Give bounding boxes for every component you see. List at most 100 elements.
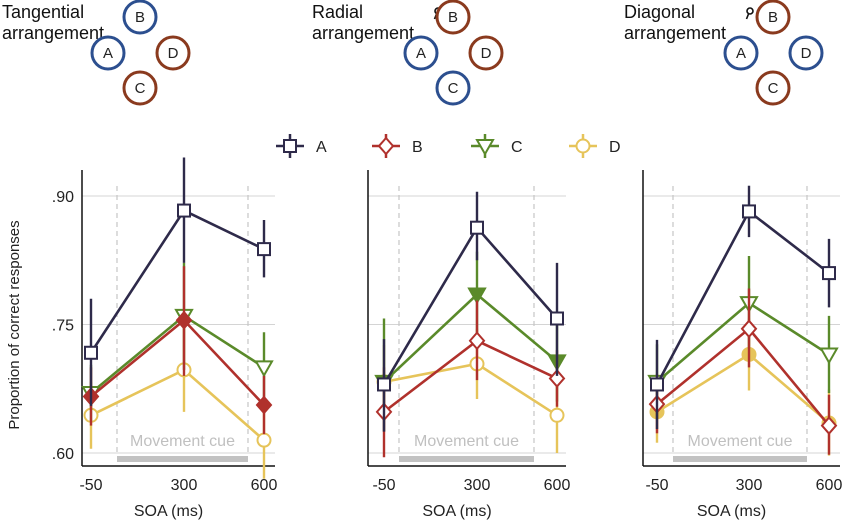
location-label-c: C — [135, 80, 146, 97]
panel-title-line2: arrangement — [312, 23, 414, 43]
series-line-c — [90, 314, 265, 395]
legend-label-c: C — [511, 139, 523, 156]
series-a — [84, 157, 271, 406]
x-axis-label: SOA (ms) — [134, 503, 203, 520]
x-tick-label: 300 — [464, 477, 491, 494]
location-label-a: A — [736, 45, 746, 62]
data-point-b — [175, 310, 193, 330]
location-label-b: B — [135, 9, 145, 26]
location-circle-c — [755, 70, 791, 106]
movement-cue-label: Movement cue — [130, 433, 235, 450]
series-c — [647, 255, 839, 419]
x-tick-label: 600 — [544, 477, 571, 494]
data-point-c — [819, 347, 839, 365]
location-label-a: A — [416, 45, 426, 62]
x-axis-label: SOA (ms) — [422, 503, 491, 520]
series-line-b — [656, 326, 831, 427]
legend: A B C D — [276, 134, 621, 158]
legend-label-b: B — [412, 139, 423, 156]
location-label-c: C — [448, 80, 459, 97]
location-circle-c — [122, 70, 158, 106]
panel-title-line2: arrangement — [624, 23, 726, 43]
location-label-b: B — [448, 9, 458, 26]
movement-cue-label: Movement cue — [688, 433, 793, 450]
fixation-icon — [746, 7, 754, 15]
data-point-a — [550, 311, 564, 326]
data-point-a — [377, 377, 391, 392]
panel-title-line1: Radial — [312, 2, 363, 22]
legend-item-d: D — [569, 134, 621, 158]
series-line-d — [383, 362, 558, 417]
x-tick-label: 600 — [251, 477, 278, 494]
location-circle-a — [723, 35, 759, 71]
location-label-a: A — [103, 45, 113, 62]
data-point-c — [467, 287, 487, 305]
data-point-d — [256, 432, 272, 448]
data-point-b — [468, 331, 486, 351]
location-label-c: C — [768, 80, 779, 97]
y-tick-label: .90 — [52, 189, 74, 206]
data-point-a — [84, 345, 98, 360]
legend-label-a: A — [316, 139, 327, 156]
location-circle-b — [755, 0, 791, 35]
x-tick-label: -50 — [645, 477, 668, 494]
legend-marker-a — [283, 139, 297, 153]
movement-cue-bar — [399, 456, 534, 462]
legend-label-d: D — [609, 139, 621, 156]
series-line-c — [656, 301, 830, 383]
location-circle-a — [403, 35, 439, 71]
data-point-d — [549, 407, 565, 423]
movement-cue-bar — [117, 456, 248, 462]
data-point-a — [650, 377, 664, 392]
legend-marker-d — [575, 138, 591, 154]
series-c — [81, 262, 274, 422]
series-b — [82, 266, 273, 435]
series-a — [377, 191, 564, 432]
x-axis-label: SOA (ms) — [697, 503, 766, 520]
legend-marker-b — [377, 136, 395, 156]
y-axis-label: Proportion of correct responses — [6, 220, 23, 429]
x-tick-label: -50 — [79, 477, 102, 494]
series-line-d — [656, 352, 830, 425]
data-point-c — [254, 360, 274, 378]
location-label-d: D — [168, 45, 179, 62]
data-point-a — [822, 266, 836, 281]
x-tick-label: 300 — [736, 477, 763, 494]
location-label-d: D — [481, 45, 492, 62]
movement-cue-bar — [673, 456, 807, 462]
data-point-b — [548, 368, 566, 388]
legend-marker-c — [475, 139, 495, 157]
location-circle-d — [788, 35, 824, 71]
fixation-icon-stem — [745, 13, 750, 20]
legend-item-c: C — [471, 134, 523, 158]
y-tick-label: .75 — [52, 318, 74, 335]
data-point-a — [742, 204, 756, 219]
location-circle-d — [468, 35, 504, 71]
location-circle-b — [122, 0, 158, 35]
series-a — [650, 185, 836, 430]
data-point-a — [470, 220, 484, 235]
y-tick-label: .60 — [52, 446, 74, 463]
location-circle-d — [155, 35, 191, 71]
location-label-b: B — [768, 9, 778, 26]
panel-title-line1: Diagonal — [624, 2, 695, 22]
location-circle-c — [435, 70, 471, 106]
series-b — [648, 288, 838, 455]
location-circle-a — [90, 35, 126, 71]
x-tick-label: 300 — [171, 477, 198, 494]
location-label-d: D — [801, 45, 812, 62]
data-point-b — [740, 319, 758, 339]
x-tick-label: -50 — [372, 477, 395, 494]
x-tick-label: 600 — [816, 477, 843, 494]
legend-item-b: B — [372, 134, 423, 158]
panel-title-line1: Tangential — [2, 2, 84, 22]
movement-cue-label: Movement cue — [414, 433, 519, 450]
data-point-a — [177, 203, 191, 218]
data-point-b — [255, 395, 273, 415]
location-circle-b — [435, 0, 471, 35]
